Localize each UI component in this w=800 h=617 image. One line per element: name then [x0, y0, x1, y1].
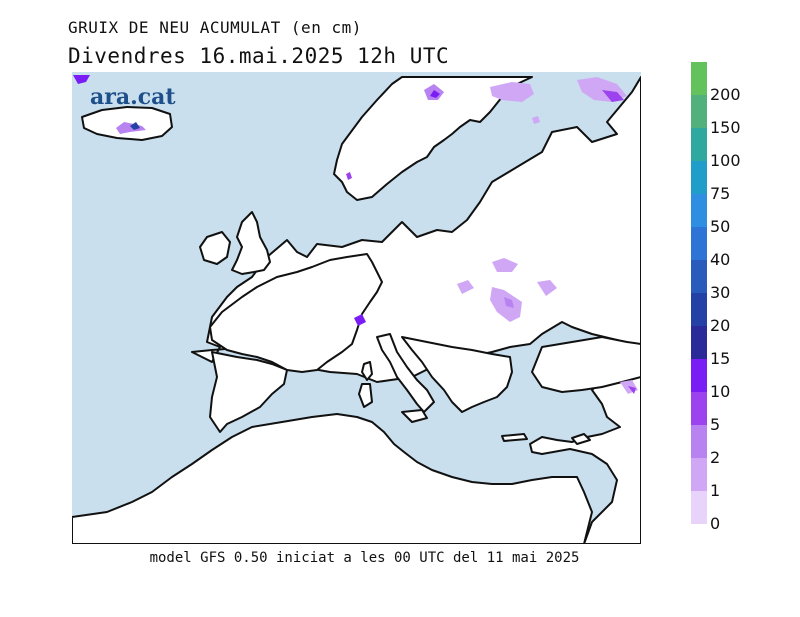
snow-area	[537, 280, 557, 296]
legend-label: 20	[710, 316, 731, 335]
snow-area	[532, 116, 540, 124]
legend-swatch	[691, 491, 707, 524]
legend: 200 150 100 75 50 40 30 20 15 10 5 2 1 0	[691, 62, 741, 533]
legend-label: 150	[710, 118, 741, 137]
snow-area	[628, 386, 636, 394]
legend-label: 10	[710, 382, 731, 401]
snow-area	[130, 122, 140, 130]
legend-label: 0	[710, 514, 721, 533]
continent-land	[191, 76, 641, 544]
sicily-land	[401, 409, 428, 423]
legend-label: 100	[710, 151, 741, 170]
crete-land	[501, 433, 528, 442]
north-africa-land	[72, 413, 593, 544]
legend-swatch	[691, 227, 707, 260]
legend-swatch	[691, 326, 707, 359]
ireland-land	[199, 231, 231, 265]
legend-label: 1	[710, 481, 721, 500]
legend-swatch	[691, 194, 707, 227]
legend-label: 15	[710, 349, 731, 368]
snow-area	[504, 297, 514, 308]
snow-area	[430, 90, 440, 98]
snow-area	[457, 280, 474, 294]
legend-swatch	[691, 392, 707, 425]
snow-map	[72, 72, 641, 544]
italy-land	[376, 333, 435, 413]
snow-area	[346, 172, 352, 180]
legend-swatches	[691, 62, 707, 524]
legend-label: 30	[710, 283, 731, 302]
legend-swatch	[691, 425, 707, 458]
legend-label: 5	[710, 415, 721, 434]
legend-label: 40	[710, 250, 731, 269]
legend-swatch	[691, 161, 707, 194]
cyprus-land	[571, 433, 591, 445]
map-subtitle: Divendres 16.mai.2025 12h UTC	[68, 44, 450, 68]
snow-area	[354, 314, 366, 326]
legend-swatch	[691, 458, 707, 491]
legend-label: 2	[710, 448, 721, 467]
legend-swatch	[691, 62, 707, 95]
snow-area	[73, 75, 90, 84]
sardinia-land	[358, 383, 373, 408]
snow-area	[490, 82, 534, 102]
snow-area	[602, 90, 624, 102]
snow-areas	[73, 75, 638, 394]
snow-area	[116, 122, 146, 134]
legend-swatch	[691, 359, 707, 392]
legend-label: 75	[710, 184, 731, 203]
brand-logo: ara.cat	[90, 84, 176, 110]
iberia-land	[209, 351, 288, 433]
balkans-land	[401, 336, 513, 413]
model-footer: model GFS 0.50 iniciat a les 00 UTC del …	[149, 550, 580, 566]
legend-swatch	[691, 260, 707, 293]
snow-area	[492, 258, 518, 272]
map-title: GRUIX DE NEU ACUMULAT (en cm)	[68, 18, 362, 37]
legend-label: 200	[710, 85, 741, 104]
legend-swatch	[691, 128, 707, 161]
legend-swatch	[691, 293, 707, 326]
great-britain-land	[231, 211, 271, 275]
legend-label: 50	[710, 217, 731, 236]
legend-swatch	[691, 95, 707, 128]
northern-europe-land	[333, 76, 533, 201]
corsica-land	[361, 361, 373, 381]
land-areas	[72, 76, 641, 544]
